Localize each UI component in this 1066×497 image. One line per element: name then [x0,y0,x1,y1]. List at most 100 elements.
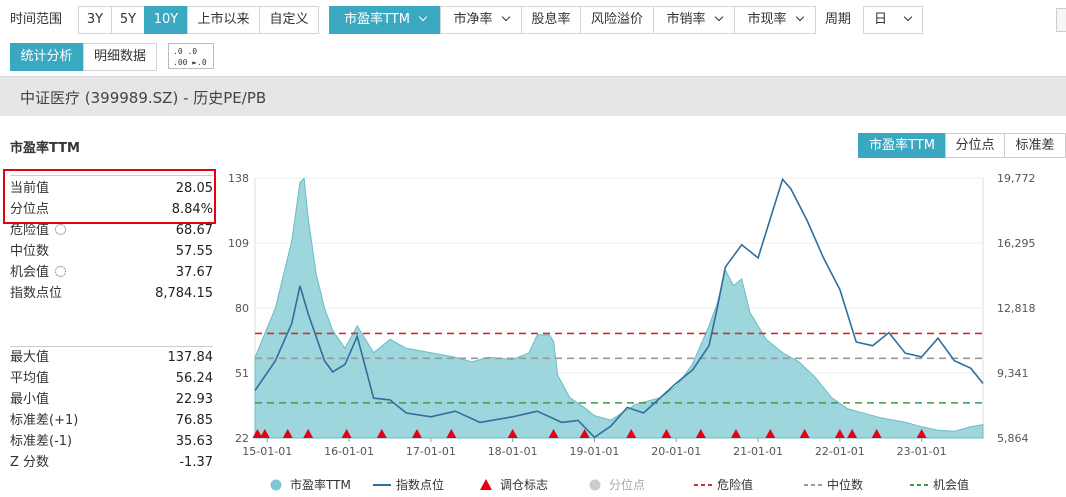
period-dropdown[interactable]: 日 [863,6,923,34]
y-right-tick-label: 12,818 [997,302,1035,315]
y-left-tick-label: 138 [228,172,249,185]
gear-icon[interactable] [55,224,67,235]
legend-item[interactable]: 指数点位 [373,476,445,494]
stat-label: 危险值 [10,220,67,241]
legend-item[interactable]: 中位数 [804,476,864,494]
rebalance-marker [916,429,927,438]
index-level-line [254,177,984,439]
stat-label: 机会值 [10,262,67,283]
stat-value: -1.37 [179,455,213,470]
section-title: 市盈率TTM [10,141,80,156]
stat-label: 最大值 [10,350,50,365]
legend-label: 调仓标志 [500,478,549,492]
stat-value: 56.24 [175,371,213,386]
tab-statistics[interactable]: 统计分析 [10,43,83,71]
chevron-down-icon [418,12,428,22]
pe-ttm-area [254,177,984,439]
chart-tab-pe[interactable]: 市盈率TTM [858,133,946,158]
stat-value: 8,784.15 [155,286,213,301]
legend-item[interactable]: 危险值 [694,476,754,494]
metric-ps-dropdown[interactable]: 市销率 [653,6,735,34]
gear-icon[interactable] [55,266,67,277]
chevron-down-icon [501,12,510,22]
stat-label: Z 分数 [10,455,50,470]
legend-label: 机会值 [933,478,970,492]
legend-label: 危险值 [717,478,754,492]
legend-item[interactable]: 市盈率TTM [270,476,351,494]
metric-pcf-label: 市现率 [747,12,787,27]
page-title: 中证医疗 (399989.SZ) - 历史PE/PB [20,89,267,107]
legend-label: 分位点 [609,478,646,492]
metric-risk-premium-button[interactable]: 风险溢价 [580,6,654,34]
stat-row: 平均值 56.24 [10,368,213,389]
y-left-tick-label: 51 [235,367,249,380]
chart-tab-percentile[interactable]: 分位点 [945,133,1005,158]
legend-label: 中位数 [827,478,864,492]
metric-pb-dropdown[interactable]: 市净率 [440,6,522,34]
metric-pcf-dropdown[interactable]: 市现率 [734,6,816,34]
rebalance-marker [341,429,352,438]
x-tick-label: 23-01-01 [897,445,947,458]
legend-item[interactable]: 调仓标志 [480,476,549,494]
stat-value: 8.84% [171,202,213,217]
stat-value: 35.63 [175,434,213,449]
x-tick-label: 19-01-01 [569,445,619,458]
rebalance-marker [548,429,559,438]
page-title-bar: 中证医疗 (399989.SZ) - 历史PE/PB [0,76,1066,116]
range-since-listing-button[interactable]: 上市以来 [187,6,260,34]
stat-row: 分位点 8.84% [10,199,213,220]
range-10y-button[interactable]: 10Y [144,6,188,34]
stat-row: 中位数 57.55 [10,241,213,262]
x-tick-label: 17-01-01 [406,445,456,458]
legend-item[interactable]: 机会值 [910,476,970,494]
rebalance-marker [259,429,270,438]
range-5y-button[interactable]: 5Y [111,6,145,34]
y-right-tick-label: 5,864 [997,432,1029,445]
rebalance-marker [411,429,422,438]
rebalance-marker [871,429,882,438]
x-tick-label: 22-01-01 [815,445,865,458]
legend-label: 指数点位 [396,478,445,492]
stat-row: 当前值 28.05 [10,178,213,199]
stat-value: 68.67 [175,223,213,238]
stat-value: 28.05 [175,181,213,196]
rebalance-marker [661,429,672,438]
stat-value: 37.67 [175,265,213,280]
rebalance-marker [507,429,518,438]
stats-divider-top [10,175,213,176]
period-value: 日 [874,12,888,27]
range-label: 时间范围 [10,12,63,27]
rebalance-marker [695,429,706,438]
stat-label: 指数点位 [10,286,63,301]
rebalance-marker [626,429,637,438]
legend-item[interactable]: 分位点 [589,476,646,494]
tab-details[interactable]: 明细数据 [83,43,157,71]
stat-label: 标准差(-1) [10,434,73,449]
x-tick-label: 15-01-01 [242,445,292,458]
legend-dash-icon [909,476,929,494]
stat-label: 中位数 [10,244,50,259]
stat-label: 最小值 [10,392,50,407]
chart-tab-std[interactable]: 标准差 [1004,133,1066,158]
decimal-format-icon[interactable]: .0 .0 .00 ►.0 [168,43,214,69]
metric-pe-ttm-dropdown[interactable]: 市盈率TTM [329,6,441,34]
stat-row: 机会值 37.67 [10,262,213,283]
range-3y-button[interactable]: 3Y [78,6,112,34]
x-tick-label: 21-01-01 [733,445,783,458]
stat-row: 最大值 137.84 [10,347,213,368]
metric-dividend-button[interactable]: 股息率 [521,6,581,34]
legend-circle-icon [585,476,605,494]
legend-circle-icon [266,476,286,494]
toolbar: 时间范围 3Y 5Y 10Y 上市以来 自定义 市盈率TTM 市净率 股息率 风… [0,6,1066,34]
rebalance-marker [579,429,590,438]
x-tick-label: 18-01-01 [488,445,538,458]
metric-ps-label: 市销率 [666,12,706,27]
metric-pb-label: 市净率 [453,12,493,27]
legend-label: 市盈率TTM [290,478,351,492]
period-label: 周期 [825,12,852,27]
range-custom-button[interactable]: 自定义 [259,6,319,34]
side-scroll-handle[interactable] [1056,8,1066,32]
highlight-box [3,169,216,224]
stat-row: 标准差(+1) 76.85 [10,410,213,431]
legend-triangle-icon [476,476,496,494]
